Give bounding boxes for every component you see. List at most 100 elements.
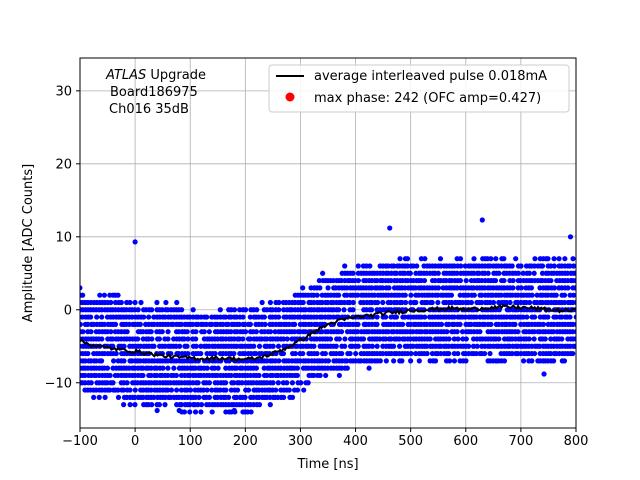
sample-point <box>347 350 353 357</box>
sample-point <box>115 387 121 393</box>
sample-point <box>573 321 576 327</box>
sample-point <box>107 372 113 379</box>
sample-point <box>473 350 480 357</box>
sample-point <box>488 256 494 262</box>
sample-point <box>404 256 411 262</box>
sample-point <box>531 329 537 335</box>
sample-point <box>570 263 576 269</box>
sample-point <box>454 270 460 276</box>
sample-point <box>284 380 290 386</box>
sample-point <box>435 285 442 291</box>
sample-point <box>261 314 267 320</box>
sample-point <box>97 292 103 298</box>
sample-point <box>302 329 309 335</box>
sample-point <box>473 314 479 320</box>
sample-point <box>463 277 469 284</box>
sample-point <box>110 380 116 386</box>
sample-point <box>551 256 557 262</box>
sample-point <box>528 285 535 291</box>
sample-point <box>325 358 332 364</box>
sample-point <box>256 343 263 349</box>
sample-point <box>567 314 573 320</box>
sample-point <box>344 358 350 364</box>
sample-point <box>455 350 461 357</box>
sample-point <box>388 336 394 342</box>
sample-point <box>101 321 108 327</box>
sample-point <box>204 314 210 320</box>
sample-point <box>163 299 169 306</box>
sample-point <box>531 270 537 276</box>
legend-entry-max-phase: max phase: 242 (OFC amp=0.427) <box>314 91 541 106</box>
average-line-layer <box>80 303 576 363</box>
sample-point <box>524 314 530 320</box>
sample-point <box>553 292 559 298</box>
sample-point <box>247 321 253 327</box>
sample-point <box>300 350 306 357</box>
sample-point <box>149 307 155 313</box>
sample-point <box>165 372 171 379</box>
sample-point <box>85 321 91 327</box>
sample-point <box>573 343 576 349</box>
sample-point <box>156 336 163 342</box>
sample-point <box>82 372 88 379</box>
sample-point <box>297 314 303 320</box>
sample-point <box>276 299 282 306</box>
x-tick-label: 800 <box>564 434 589 449</box>
sample-point <box>178 387 185 393</box>
sample-point <box>112 321 119 327</box>
sample-point <box>223 314 229 320</box>
sample-point <box>247 314 253 320</box>
sample-point <box>104 380 110 386</box>
sample-point <box>410 343 416 349</box>
sample-point <box>267 329 274 335</box>
sample-point <box>187 402 193 408</box>
sample-point <box>120 387 127 393</box>
sample-point <box>573 336 576 342</box>
plot-frame <box>79 57 577 429</box>
sample-point <box>132 402 138 408</box>
sample-point <box>254 307 260 313</box>
sample-point <box>165 365 171 371</box>
sample-point <box>80 285 83 291</box>
sample-point <box>414 263 420 269</box>
sample-point <box>551 263 557 269</box>
sample-point <box>342 263 348 269</box>
sample-point <box>339 350 345 357</box>
sample-point <box>573 314 576 320</box>
y-tick-label: 0 <box>64 303 72 318</box>
sample-point <box>570 292 576 298</box>
sample-point <box>314 292 320 298</box>
sample-point <box>471 256 477 262</box>
sample-point <box>510 277 516 284</box>
sample-point <box>302 307 309 313</box>
average-pulse-line <box>80 303 576 363</box>
sample-point <box>391 343 397 349</box>
sample-point-outlier <box>479 217 485 223</box>
sample-point <box>85 350 91 357</box>
sample-point-outlier <box>176 407 182 414</box>
sample-point <box>91 394 97 400</box>
sample-point <box>276 358 282 364</box>
sample-point <box>399 321 406 327</box>
sample-point <box>463 358 469 364</box>
sample-point <box>225 321 231 327</box>
sample-point <box>127 402 133 408</box>
sample-point <box>193 336 199 342</box>
sample-point <box>444 329 450 335</box>
sample-point <box>565 285 571 291</box>
sample-point <box>446 350 452 357</box>
sample-point <box>127 387 133 393</box>
sample-point <box>383 358 389 364</box>
sample-point <box>178 402 185 408</box>
sample-point <box>515 270 522 276</box>
sample-point <box>393 314 400 320</box>
sample-point <box>422 256 428 262</box>
sample-point <box>156 402 163 408</box>
sample-point <box>193 343 199 349</box>
sample-point <box>286 387 292 393</box>
sample-point <box>487 350 493 357</box>
sample-point <box>256 402 263 408</box>
sample-point <box>165 336 171 342</box>
y-tick-label: 30 <box>55 84 72 99</box>
